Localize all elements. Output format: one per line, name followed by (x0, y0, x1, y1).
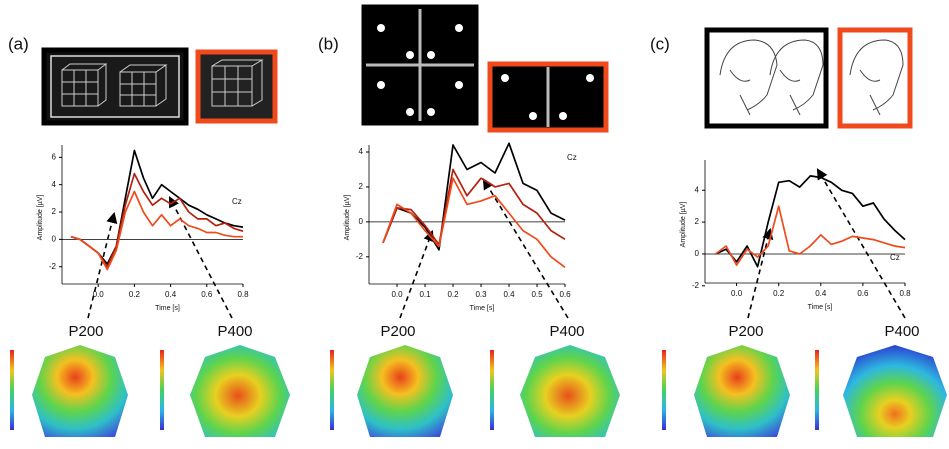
x-axis-label: Time [s] (808, 304, 833, 311)
x-tick-label: 0.6 (857, 289, 869, 298)
series-line (714, 205, 906, 266)
series-line (70, 149, 244, 265)
x-tick-label: 0.2 (773, 289, 785, 298)
series-line (382, 142, 566, 251)
y-tick-label: 4 (359, 147, 364, 156)
y-tick-label: 0 (695, 249, 700, 258)
x-tick-label: 0.6 (559, 290, 571, 299)
annotation: Cz (890, 253, 900, 262)
annotation: Cz (232, 197, 242, 206)
x-axis-label: Time [s] (155, 305, 180, 312)
stimulus-a (41, 47, 278, 126)
peak-label: P200 (68, 323, 103, 340)
x-axis-label: Time [s] (470, 305, 495, 312)
y-tick-label: -2 (692, 281, 700, 290)
x-tick-label: 0.6 (201, 290, 213, 299)
y-tick-label: 2 (52, 207, 57, 216)
x-tick-label: 0.4 (165, 290, 177, 299)
series-line (382, 168, 566, 246)
series-line (382, 177, 566, 268)
series-line (70, 190, 243, 271)
panel-label: (b) (318, 34, 339, 53)
x-tick-label: 0.0 (391, 290, 403, 299)
peak-label: P200 (380, 323, 415, 340)
x-tick-label: 0.2 (447, 290, 459, 299)
y-axis-label: Amplitude [µV] (344, 195, 351, 241)
y-tick-label: 4 (695, 185, 700, 194)
y-tick-label: 2 (359, 182, 364, 191)
x-tick-label: 0.2 (129, 290, 141, 299)
x-tick-label: 0.8 (237, 290, 249, 299)
x-tick-label: 0.3 (475, 290, 487, 299)
y-tick-label: 2 (695, 217, 700, 226)
y-axis-label: Amplitude [µV] (37, 195, 44, 241)
x-tick-label: 0.4 (503, 290, 515, 299)
x-tick-label: 0.0 (731, 289, 743, 298)
peak-label: P400 (549, 323, 584, 340)
y-axis-label: Amplitude [µV] (680, 202, 687, 248)
peak-label: P200 (728, 323, 763, 340)
peak-label: P400 (884, 323, 919, 340)
x-tick-label: 0.4 (815, 289, 827, 298)
y-tick-label: 0 (52, 234, 57, 243)
series-line (715, 175, 906, 268)
arrows (87, 168, 906, 319)
annotation: Cz (567, 153, 577, 162)
stimulus-b (361, 4, 609, 133)
x-tick-label: 0.8 (899, 289, 911, 298)
x-tick-label: 0.0 (93, 290, 105, 299)
y-tick-label: 4 (52, 180, 57, 189)
panel-label: (a) (8, 34, 29, 53)
y-tick-label: -2 (356, 252, 364, 261)
panel-label: (c) (650, 34, 670, 53)
stimulus-c (704, 27, 913, 129)
topomaps (10, 345, 947, 437)
y-tick-label: 0 (359, 217, 364, 226)
y-tick-label: 6 (52, 152, 57, 161)
x-tick-label: 0.1 (419, 290, 431, 299)
peak-label: P400 (217, 323, 252, 340)
y-tick-label: -2 (49, 262, 57, 271)
x-tick-label: 0.5 (531, 290, 543, 299)
